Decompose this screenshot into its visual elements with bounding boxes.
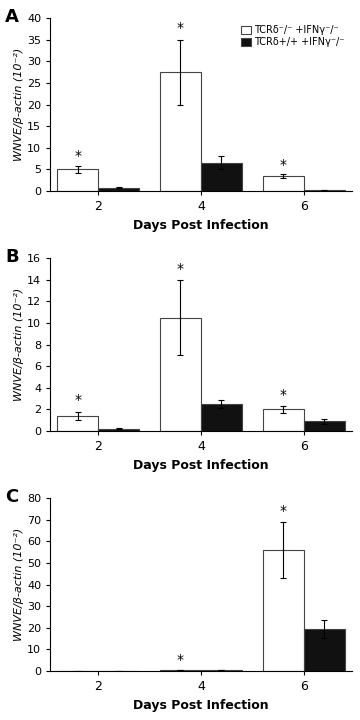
Bar (160, 670, 201, 671)
X-axis label: Days Post Infection: Days Post Infection (133, 698, 269, 711)
Text: *: * (74, 393, 81, 408)
Bar (262, 410, 304, 431)
Bar (304, 190, 345, 191)
Bar (98, 429, 139, 431)
Y-axis label: WNVE/β-actin (10⁻²): WNVE/β-actin (10⁻²) (14, 48, 24, 161)
X-axis label: Days Post Infection: Days Post Infection (133, 459, 269, 472)
Bar (57, 169, 98, 191)
Bar (201, 163, 242, 191)
Text: A: A (5, 8, 19, 26)
X-axis label: Days Post Infection: Days Post Infection (133, 219, 269, 232)
Bar (98, 188, 139, 191)
Bar (304, 421, 345, 431)
Text: *: * (74, 149, 81, 163)
Bar (262, 176, 304, 191)
Y-axis label: WNVE/β-actin (10⁻²): WNVE/β-actin (10⁻²) (14, 528, 24, 642)
Text: *: * (177, 22, 184, 35)
Bar (160, 72, 201, 191)
Text: *: * (177, 653, 184, 667)
Bar (201, 404, 242, 431)
Text: *: * (280, 158, 287, 171)
Text: *: * (177, 263, 184, 276)
Text: *: * (280, 503, 287, 518)
Text: B: B (5, 248, 19, 266)
Y-axis label: WNVE/β-actin (10⁻²): WNVE/β-actin (10⁻²) (14, 288, 24, 401)
Text: C: C (5, 487, 18, 505)
Bar (160, 318, 201, 431)
Text: *: * (280, 388, 287, 402)
Legend: TCRδ⁻/⁻ +IFNγ⁻/⁻, TCRδ+/+ +IFNγ⁻/⁻: TCRδ⁻/⁻ +IFNγ⁻/⁻, TCRδ+/+ +IFNγ⁻/⁻ (239, 23, 347, 49)
Bar (57, 416, 98, 431)
Bar (304, 629, 345, 671)
Bar (262, 550, 304, 671)
